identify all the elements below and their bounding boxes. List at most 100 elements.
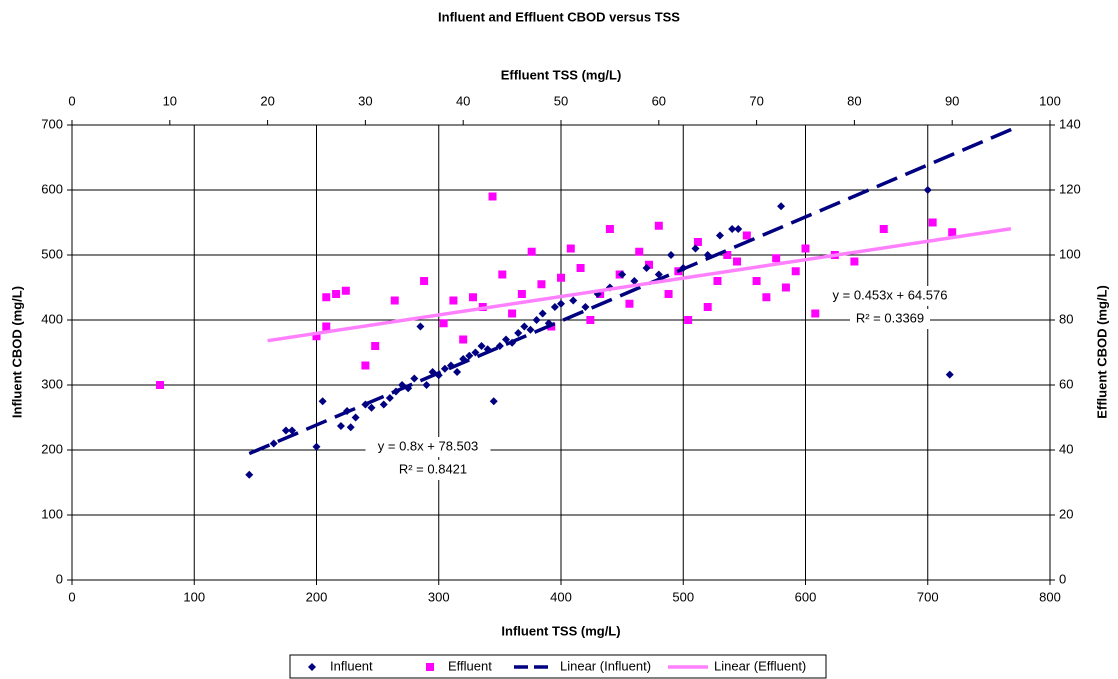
point — [550, 303, 559, 311]
point — [336, 421, 345, 430]
point — [410, 374, 419, 383]
plot-frame — [71, 124, 1051, 581]
point — [923, 186, 932, 194]
x-tick-label: 100 — [183, 589, 205, 604]
point — [269, 439, 278, 448]
legend-box — [289, 654, 827, 679]
point — [332, 290, 341, 298]
y2-tick-label: 80 — [1059, 311, 1073, 326]
point — [477, 342, 486, 350]
point — [318, 397, 327, 406]
point — [928, 218, 937, 227]
x2-axis-title: Effluent TSS (mg/L) — [501, 67, 622, 82]
x2-tick-label: 50 — [554, 93, 568, 108]
point — [945, 370, 954, 379]
point — [642, 264, 651, 272]
legend-marker — [308, 663, 316, 671]
x2-tick-label: 40 — [456, 93, 470, 108]
point — [777, 202, 786, 211]
point — [465, 351, 474, 360]
x2-tick-label: 90 — [945, 93, 959, 108]
y2-tick-label: 100 — [1059, 246, 1081, 261]
y2-tick-label: 120 — [1059, 181, 1081, 196]
point — [322, 293, 331, 302]
point — [422, 381, 431, 389]
point — [459, 335, 468, 344]
point — [948, 228, 957, 237]
legend-label: Linear (Influent) — [560, 658, 651, 673]
point — [322, 322, 331, 331]
point — [715, 231, 724, 240]
point — [811, 309, 820, 318]
annotation: y = 0.453x + 64.576 — [833, 287, 948, 302]
point — [488, 192, 497, 201]
point — [581, 303, 590, 311]
y2-tick-label: 20 — [1059, 506, 1073, 521]
point — [635, 247, 644, 256]
point — [385, 394, 394, 402]
point — [508, 309, 517, 318]
point — [538, 309, 547, 318]
y-tick-label: 300 — [41, 376, 63, 391]
y-tick-label: 500 — [41, 246, 63, 261]
x-tick-label: 800 — [1039, 589, 1061, 604]
point — [569, 296, 578, 305]
point — [605, 225, 614, 233]
point — [618, 270, 627, 279]
point — [245, 470, 254, 479]
y2-tick-label: 0 — [1059, 571, 1066, 586]
chart-title: Influent and Effluent CBOD versus TSS — [438, 9, 680, 24]
point — [346, 423, 355, 432]
point — [416, 322, 425, 331]
annotation: R² = 0.3369 — [856, 310, 924, 325]
point — [684, 316, 693, 324]
x-axis-title: Influent TSS (mg/L) — [501, 623, 620, 638]
x2-tick-label: 20 — [260, 93, 274, 108]
point — [453, 368, 462, 376]
legend-label: Linear (Effluent) — [714, 658, 806, 673]
y2-tick-label: 60 — [1059, 376, 1073, 391]
y-axis-title: Influent CBOD (mg/L) — [9, 286, 24, 418]
point — [645, 260, 654, 269]
trendline — [267, 227, 1012, 343]
legend-marker — [426, 663, 434, 671]
y-tick-label: 0 — [56, 571, 63, 586]
point — [728, 225, 737, 233]
point — [495, 342, 504, 350]
legend-label: Influent — [330, 658, 373, 673]
annotation-bg — [393, 460, 473, 480]
point — [526, 325, 535, 334]
point — [489, 397, 498, 406]
legend-label: Effluent — [448, 658, 492, 673]
point — [801, 244, 810, 253]
x2-tick-label: 0 — [68, 93, 75, 108]
x-tick-label: 400 — [550, 589, 572, 604]
x-tick-label: 700 — [917, 589, 939, 604]
x2-tick-label: 60 — [652, 93, 666, 108]
point — [501, 335, 510, 344]
y-tick-label: 200 — [41, 441, 63, 456]
x-tick-label: 500 — [672, 589, 694, 604]
point — [371, 342, 380, 350]
y-tick-label: 400 — [41, 311, 63, 326]
point — [517, 290, 526, 298]
point — [791, 267, 800, 276]
point — [713, 277, 722, 285]
x2-tick-label: 80 — [847, 93, 861, 108]
y2-tick-label: 140 — [1059, 116, 1081, 131]
point — [625, 299, 634, 308]
point — [566, 244, 575, 253]
point — [498, 270, 507, 279]
point — [288, 426, 297, 435]
point — [691, 244, 700, 253]
point — [379, 400, 388, 409]
point — [341, 286, 350, 295]
point — [654, 221, 663, 230]
point — [367, 403, 376, 412]
point — [879, 225, 888, 233]
annotation-bg — [850, 309, 930, 329]
annotation-bg — [365, 437, 491, 457]
point — [351, 413, 360, 422]
point — [850, 257, 859, 266]
